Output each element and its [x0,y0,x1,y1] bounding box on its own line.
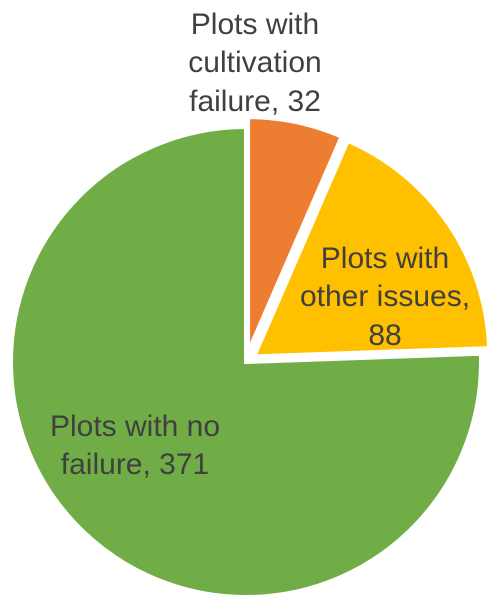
pie-slice-no-failure [9,124,483,599]
pie-slice-cultivation-failure [246,115,345,354]
pie-slice-other-issues [251,138,489,359]
